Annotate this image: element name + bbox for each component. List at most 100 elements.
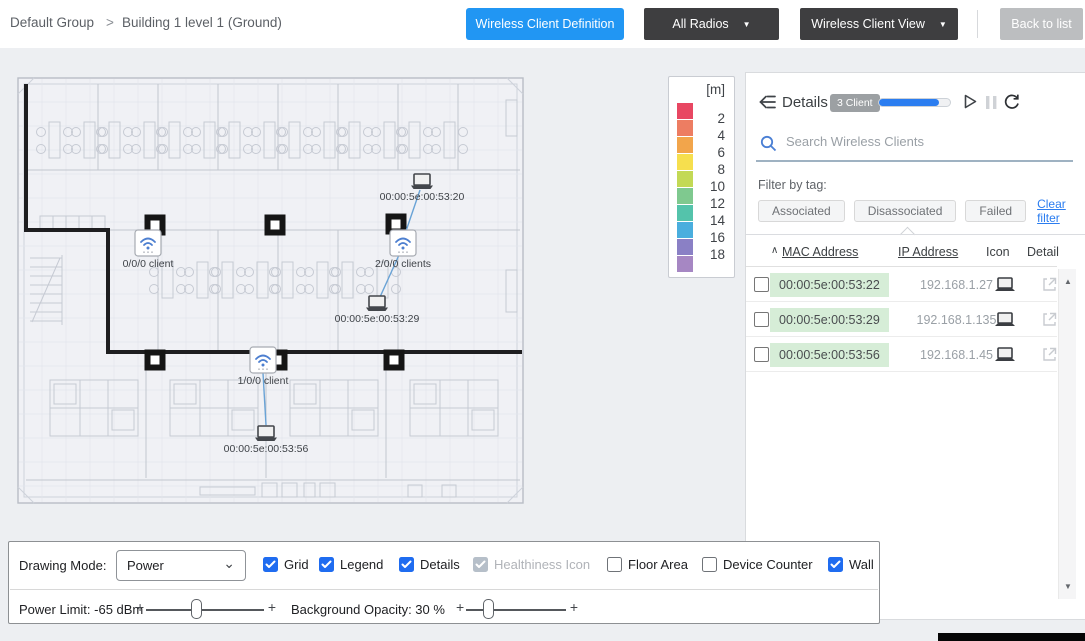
filter-chip-failed[interactable]: Failed bbox=[965, 200, 1027, 222]
legend-swatch bbox=[677, 103, 693, 119]
access-point-icon[interactable] bbox=[249, 346, 277, 374]
legend-tick: 2 bbox=[717, 111, 725, 126]
slider-plus-end[interactable]: + bbox=[267, 599, 276, 615]
checkbox-box bbox=[473, 557, 488, 572]
client-ap-link bbox=[379, 254, 400, 298]
wall-anchor[interactable] bbox=[144, 349, 166, 371]
checkbox-label: Grid bbox=[284, 557, 309, 572]
checkbox-box[interactable] bbox=[702, 557, 717, 572]
breadcrumb-group[interactable]: Default Group bbox=[10, 15, 95, 30]
details-panel: Details 3 Client Filter by tag: Associat… bbox=[745, 72, 1085, 620]
client-ap-link bbox=[405, 189, 421, 232]
checkbox-box[interactable] bbox=[263, 557, 278, 572]
laptop-icon bbox=[984, 337, 1026, 372]
client-laptop-icon[interactable] bbox=[411, 173, 433, 189]
play-icon[interactable] bbox=[964, 94, 977, 114]
col-header-ip[interactable]: IP Address bbox=[898, 245, 959, 259]
drawing-toolbar: Drawing Mode: Power ⌄ Grid Legend Details H… bbox=[8, 541, 880, 624]
panel-scrollbar[interactable]: ▲ ▼ bbox=[1058, 269, 1076, 599]
sort-ascending-icon[interactable]: ∧ bbox=[771, 245, 779, 256]
checkbox-label: Details bbox=[420, 557, 460, 572]
checkbox-box[interactable] bbox=[319, 557, 334, 572]
scroll-down-icon[interactable]: ▼ bbox=[1064, 582, 1072, 591]
legend-title: [m] bbox=[706, 82, 725, 97]
drawing-mode-value: Power bbox=[127, 558, 164, 573]
filter-chip-disassociated[interactable]: Disassociated bbox=[853, 200, 957, 222]
filter-chip-associated[interactable]: Associated bbox=[758, 200, 845, 222]
slider-rail[interactable] bbox=[466, 609, 566, 611]
checkbox-label: Healthiness Icon bbox=[494, 557, 591, 572]
legend-swatch bbox=[677, 171, 693, 187]
checkbox-box[interactable] bbox=[607, 557, 622, 572]
checkbox-label: Wall bbox=[849, 557, 874, 572]
wall-anchor[interactable] bbox=[385, 213, 407, 235]
power-limit-slider-thumb[interactable] bbox=[191, 599, 202, 619]
back-to-list-button[interactable]: Back to list bbox=[1000, 8, 1083, 40]
legend-tick: 4 bbox=[717, 128, 725, 143]
open-detail-icon[interactable] bbox=[1028, 337, 1070, 372]
legend-swatch bbox=[677, 256, 693, 272]
wireless-client-view-dropdown[interactable]: Wireless Client View ▼ bbox=[800, 8, 958, 40]
mac-address-value: 00:00:5e:00:53:56 bbox=[770, 343, 889, 367]
access-point-icon[interactable] bbox=[389, 229, 417, 257]
header-divider bbox=[977, 10, 978, 38]
bg-opacity-slider[interactable]: + + bbox=[456, 599, 578, 621]
table-row: 00:00:5e:00:53:22 192.168.1.27 bbox=[746, 267, 1057, 302]
breadcrumb-page: Building 1 level 1 (Ground) bbox=[122, 15, 282, 30]
client-laptop-icon[interactable] bbox=[366, 295, 388, 311]
floorplan-map[interactable]: 0/0/0 client 2/0/0 clients 1/0/0 client 00:… bbox=[10, 70, 545, 525]
mac-address-value: 00:00:5e:00:53:22 bbox=[770, 273, 889, 297]
ap-label: 0/0/0 client bbox=[123, 258, 174, 270]
bg-opacity-slider-thumb[interactable] bbox=[483, 599, 494, 619]
legend-tick: 18 bbox=[709, 247, 725, 262]
slider-minus-end[interactable]: + bbox=[136, 599, 145, 615]
ip-address-value: 192.168.1.45 bbox=[920, 347, 993, 362]
scroll-up-icon[interactable]: ▲ bbox=[1064, 277, 1072, 286]
legend-swatch bbox=[677, 188, 693, 204]
power-limit-slider[interactable]: + + bbox=[136, 599, 276, 621]
checkbox-grid[interactable]: Grid bbox=[263, 557, 309, 572]
drawing-mode-select[interactable]: Power ⌄ bbox=[116, 550, 246, 581]
client-laptop-icon[interactable] bbox=[255, 425, 277, 441]
legend-swatch bbox=[677, 120, 693, 136]
client-mac-label: 00:00:5e:00:53:20 bbox=[380, 191, 465, 203]
wall-anchor[interactable] bbox=[383, 349, 405, 371]
wall-anchor[interactable] bbox=[264, 214, 286, 236]
legend-tick: 6 bbox=[717, 145, 725, 160]
ip-address-value: 192.168.1.135 bbox=[916, 312, 997, 327]
collapse-panel-icon[interactable] bbox=[758, 94, 777, 115]
table-row: 00:00:5e:00:53:29 192.168.1.135 bbox=[746, 302, 1057, 337]
all-radios-label: All Radios bbox=[672, 17, 729, 31]
all-radios-dropdown[interactable]: All Radios ▼ bbox=[644, 8, 779, 40]
table-row: 00:00:5e:00:53:56 192.168.1.45 bbox=[746, 337, 1057, 372]
row-checkbox[interactable] bbox=[754, 312, 769, 327]
slider-minus-end[interactable]: + bbox=[456, 599, 465, 615]
checkbox-box[interactable] bbox=[828, 557, 843, 572]
col-header-mac[interactable]: MAC Address bbox=[782, 245, 859, 259]
client-ap-link bbox=[262, 372, 267, 426]
pause-icon[interactable] bbox=[986, 96, 997, 114]
access-point-icon[interactable] bbox=[134, 229, 162, 257]
refresh-icon[interactable] bbox=[1003, 93, 1020, 115]
checkbox-box[interactable] bbox=[399, 557, 414, 572]
checkbox-wall[interactable]: Wall bbox=[828, 557, 874, 572]
client-count-badge: 3 Client bbox=[830, 94, 880, 112]
wireless-client-definition-button[interactable]: Wireless Client Definition bbox=[466, 8, 624, 40]
slider-plus-end[interactable]: + bbox=[569, 599, 578, 615]
clear-filter-link[interactable]: Clear filter bbox=[1037, 197, 1066, 225]
drawing-mode-label: Drawing Mode: bbox=[19, 558, 107, 573]
power-limit-label: Power Limit: -65 dBm bbox=[19, 602, 144, 617]
checkbox-floor-area[interactable]: Floor Area bbox=[607, 557, 688, 572]
row-checkbox[interactable] bbox=[754, 277, 769, 292]
ip-address-value: 192.168.1.27 bbox=[920, 277, 993, 292]
open-detail-icon[interactable] bbox=[1028, 302, 1070, 337]
checkbox-details[interactable]: Details bbox=[399, 557, 460, 572]
open-detail-icon[interactable] bbox=[1028, 267, 1070, 302]
checkbox-legend[interactable]: Legend bbox=[319, 557, 383, 572]
row-checkbox[interactable] bbox=[754, 347, 769, 362]
mac-address-value: 00:00:5e:00:53:29 bbox=[770, 308, 889, 332]
slider-rail[interactable] bbox=[146, 609, 264, 611]
checkbox-device-counter[interactable]: Device Counter bbox=[702, 557, 813, 572]
search-input[interactable] bbox=[784, 133, 1054, 150]
checkbox-label: Legend bbox=[340, 557, 384, 572]
